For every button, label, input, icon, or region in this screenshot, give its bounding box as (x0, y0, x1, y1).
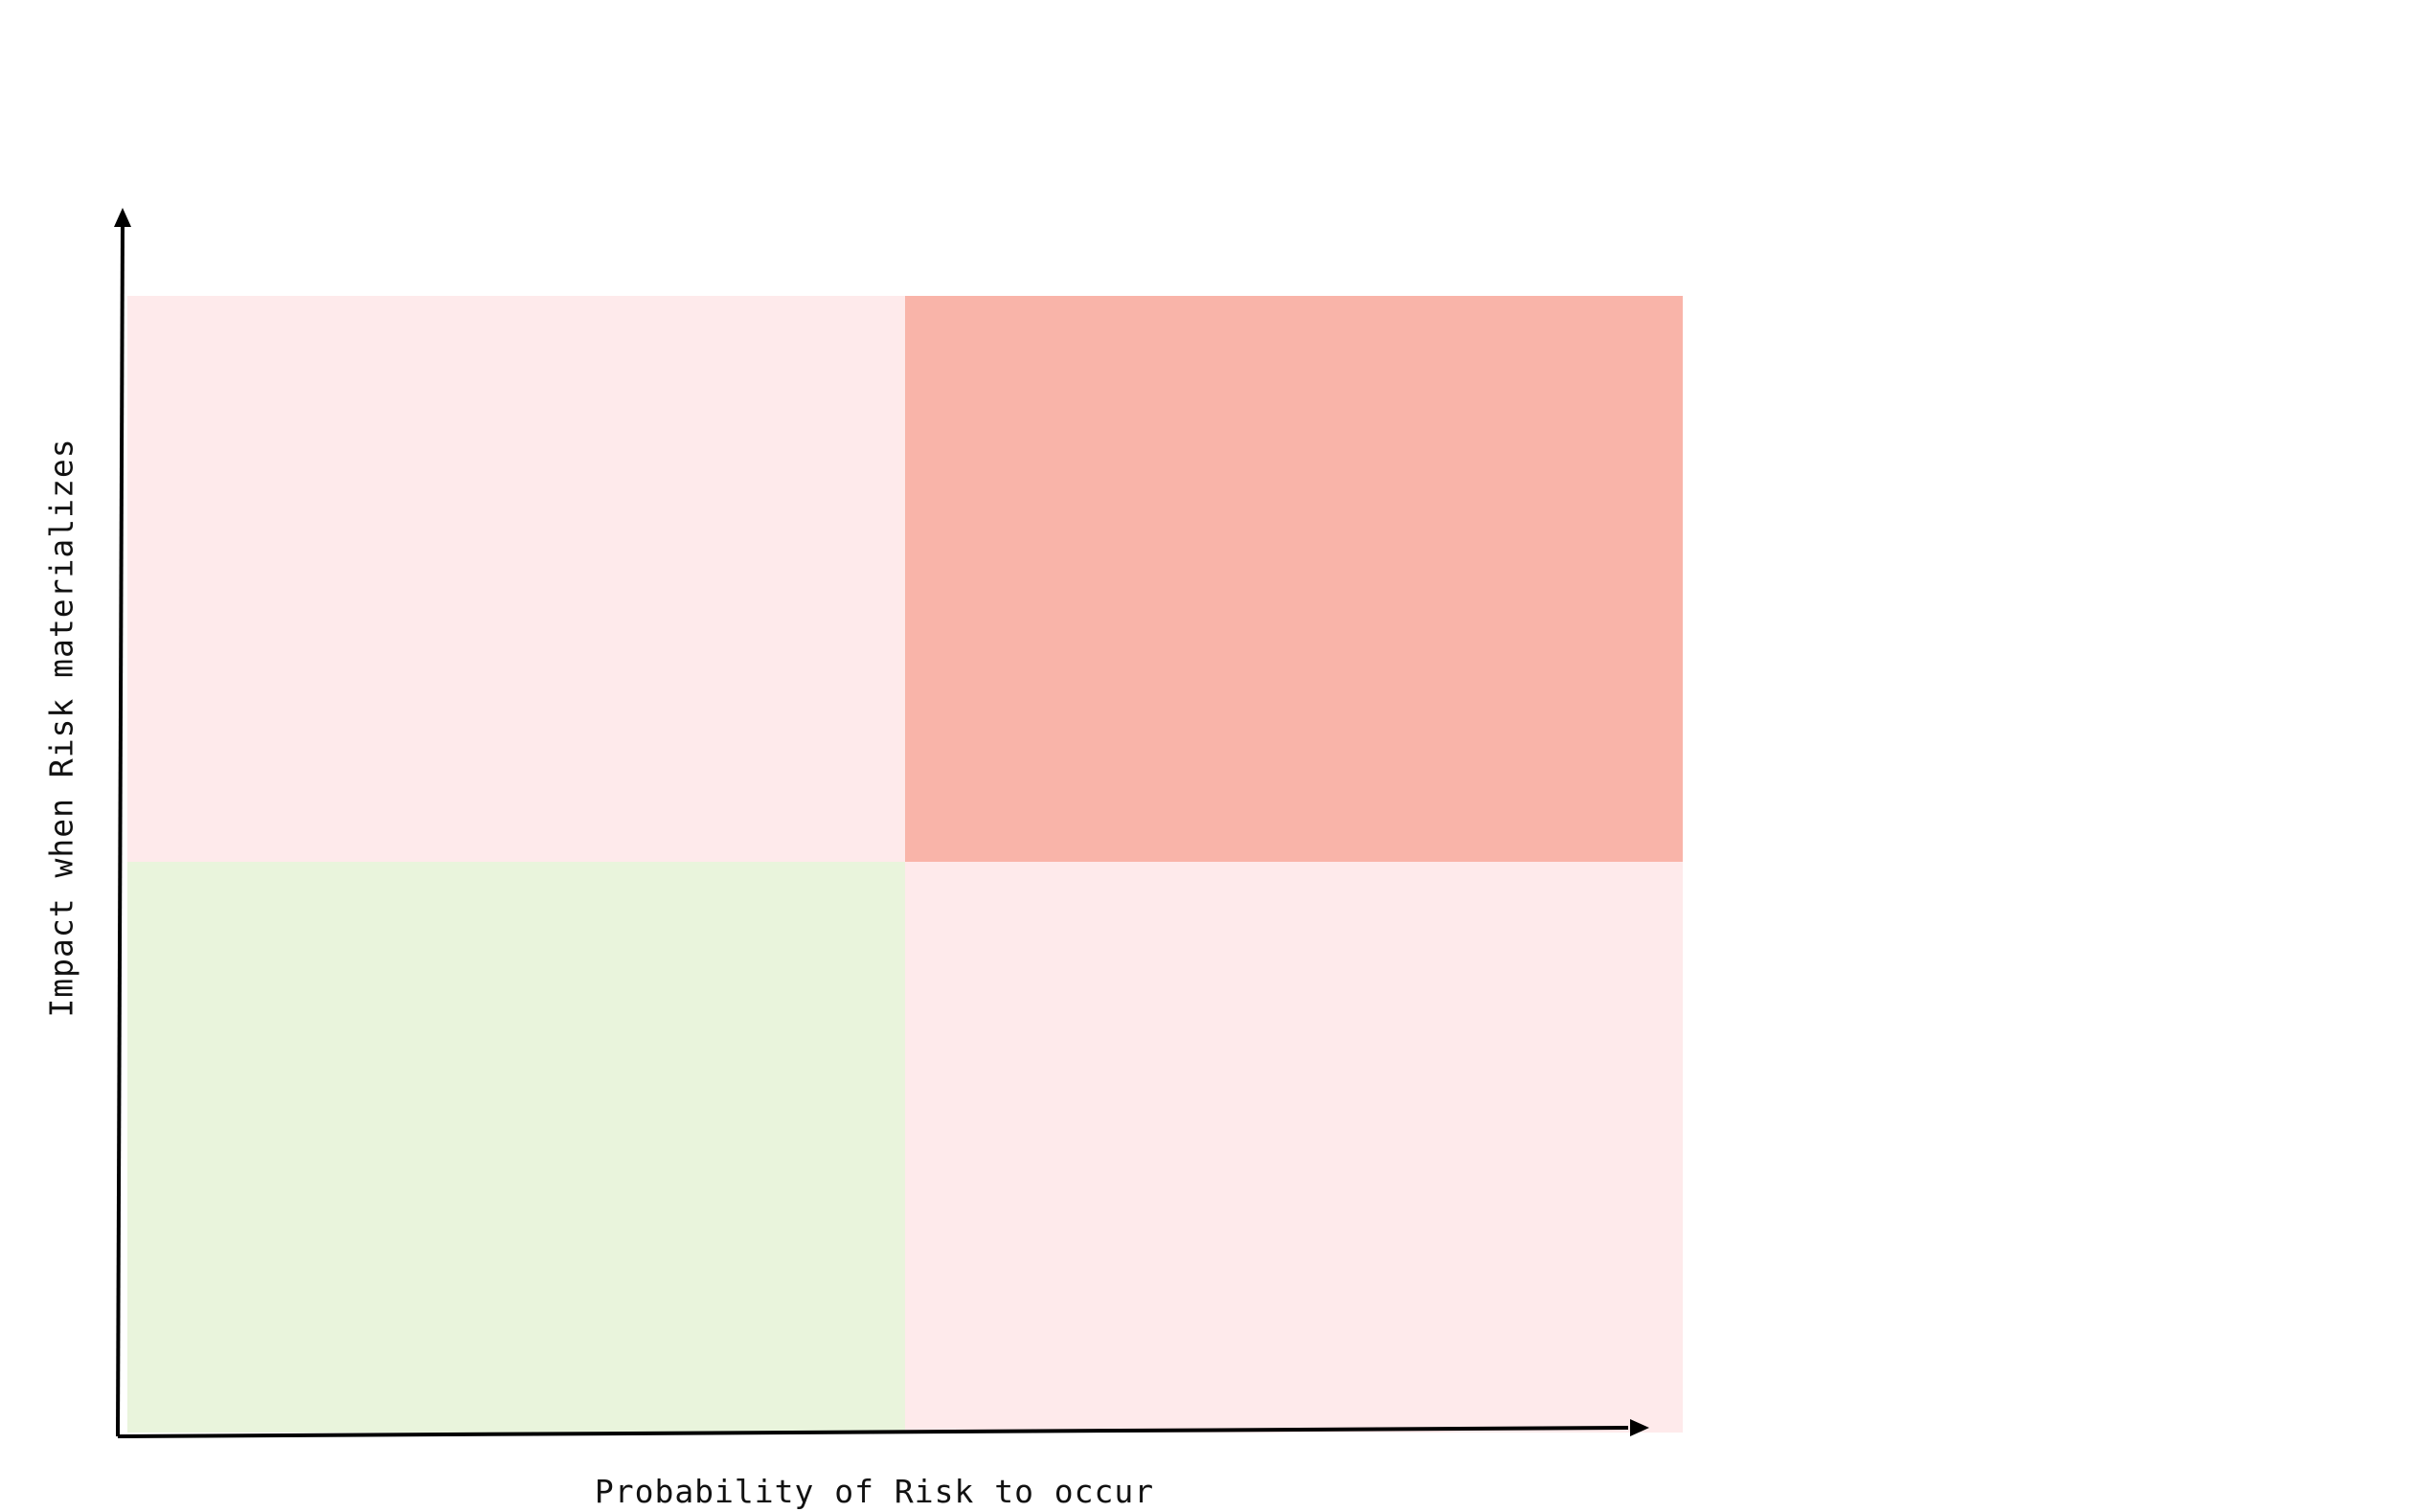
quadrant-low-probability-low-impact (127, 862, 905, 1433)
x-axis-label: Probability of Risk to occur (594, 1473, 1155, 1510)
quadrant-high-probability-high-impact (905, 296, 1683, 862)
y-axis-label: Impact when Risk materializes (42, 438, 80, 1018)
quadrant-high-probability-low-impact (905, 862, 1683, 1433)
quadrant-low-probability-high-impact (127, 296, 905, 862)
x-axis-line (117, 1426, 1629, 1438)
x-axis-arrow-icon (1630, 1419, 1649, 1436)
y-axis-line (116, 221, 125, 1437)
y-axis-arrow-icon (114, 208, 131, 227)
